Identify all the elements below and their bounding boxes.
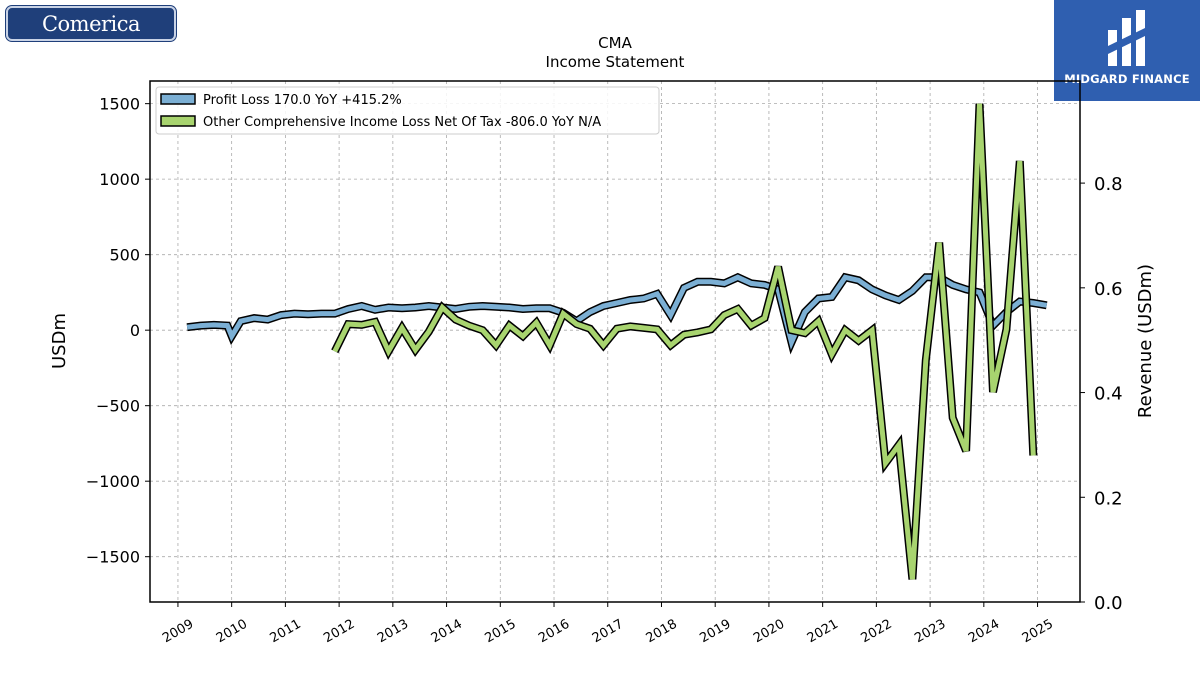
comerica-logo-text: Comerica bbox=[41, 11, 141, 36]
y-right-tick-label: 0.0 bbox=[1094, 593, 1123, 614]
legend-label-profit-loss: Profit Loss 170.0 YoY +415.2% bbox=[203, 93, 402, 108]
chart-title: CMA bbox=[598, 34, 632, 52]
midgard-logo-text: MIDGARD FINANCE bbox=[1064, 72, 1190, 86]
x-tick-label: 2013 bbox=[375, 617, 411, 647]
x-tick-label: 2011 bbox=[268, 617, 304, 647]
comerica-logo: Comerica bbox=[6, 6, 176, 41]
y-right-tick-label: 0.2 bbox=[1094, 488, 1123, 509]
series-line-profit-loss bbox=[186, 274, 1048, 350]
x-tick-label: 2015 bbox=[482, 617, 518, 647]
series-layer bbox=[186, 103, 1048, 580]
x-tick-label: 2019 bbox=[697, 617, 733, 647]
plot-frame bbox=[149, 80, 1081, 603]
y-tick-label: −1000 bbox=[86, 472, 140, 491]
x-tick-label: 2018 bbox=[644, 617, 680, 647]
chart-subtitle: Income Statement bbox=[546, 53, 685, 71]
y-right-tick-label: 0.8 bbox=[1094, 174, 1123, 195]
x-tick-label: 2012 bbox=[321, 617, 357, 647]
y-tick-label: 0 bbox=[130, 321, 140, 340]
legend-swatch-profit-loss bbox=[160, 93, 196, 105]
y-right-tick-label: 0.4 bbox=[1094, 384, 1123, 405]
legend-box bbox=[155, 86, 660, 135]
x-tick-label: 2023 bbox=[912, 617, 948, 647]
x-tick-label: 2009 bbox=[160, 617, 196, 647]
midgard-mark-icon bbox=[1108, 10, 1145, 66]
x-tick-label: 2010 bbox=[214, 617, 250, 647]
x-tick-label: 2016 bbox=[536, 617, 572, 647]
y-tick-label: 500 bbox=[109, 246, 140, 265]
midgard-finance-logo: MIDGARD FINANCE bbox=[1054, 0, 1200, 101]
y-tick-label: 1500 bbox=[99, 95, 140, 114]
legend-label-oci: Other Comprehensive Income Loss Net Of T… bbox=[203, 115, 601, 130]
x-tick-label: 2017 bbox=[590, 617, 626, 647]
y-axis-right-label: Revenue (USDm) bbox=[1135, 264, 1156, 418]
series-line-oci bbox=[332, 103, 1036, 580]
y-axis-label: USDm bbox=[49, 313, 70, 369]
grid-layer bbox=[150, 81, 1080, 602]
y-tick-label: −1500 bbox=[86, 548, 140, 567]
x-tick-label: 2024 bbox=[966, 617, 1002, 647]
x-tick-label: 2020 bbox=[751, 617, 787, 647]
x-tick-label: 2021 bbox=[805, 617, 841, 647]
x-tick-label: 2025 bbox=[1020, 617, 1056, 647]
y-tick-label: 1000 bbox=[99, 170, 140, 189]
y-right-tick-label: 0.6 bbox=[1094, 279, 1123, 300]
y-tick-label: −500 bbox=[96, 397, 140, 416]
legend-swatch-oci bbox=[160, 115, 196, 127]
x-tick-label: 2022 bbox=[859, 617, 895, 647]
x-tick-label: 2014 bbox=[429, 617, 465, 647]
legend: Profit Loss 170.0 YoY +415.2% Other Comp… bbox=[155, 86, 660, 135]
